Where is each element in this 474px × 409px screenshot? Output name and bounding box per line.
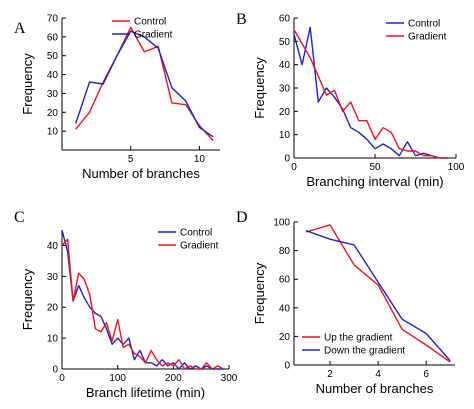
x-tick-label-d: 2 (327, 369, 333, 380)
y-tick-label-c: 30 (47, 272, 59, 283)
y-tick-label-c: 10 (47, 334, 59, 345)
y-tick-label-b: 60 (279, 14, 291, 25)
y-tick-label-b: 30 (279, 84, 291, 95)
series-line-a-control (75, 26, 214, 142)
y-tick-label-d: 100 (273, 218, 290, 229)
x-tick-label-b: 0 (291, 162, 297, 173)
y-axis-label-b: Frequency (252, 57, 267, 119)
legend-label-d: Down the gradient (324, 346, 405, 357)
y-tick-label-d: 40 (279, 303, 291, 314)
legend-label-c: Control (180, 228, 212, 239)
y-axis-label-d: Frequency (252, 262, 267, 324)
x-tick-label-a: 5 (128, 154, 134, 165)
panel-c: C 0 10 20 30 40 0 100 200 300 Branch lifetime (min… (14, 209, 238, 400)
x-tick-label-a: 10 (194, 154, 206, 165)
y-tick-label-b: 20 (279, 107, 291, 118)
series-line-b-gradient (293, 29, 448, 159)
y-tick-label-a: 40 (47, 70, 59, 81)
y-tick-label-c: 20 (47, 303, 59, 314)
x-axis-label-b: Branching interval (min) (306, 174, 443, 189)
y-tick-label-c: 0 (52, 365, 58, 376)
x-tick-label-b: 100 (448, 162, 465, 173)
y-tick-label-b: 0 (284, 154, 290, 165)
y-tick-label-d: 80 (279, 246, 291, 257)
legend-a: Control Gradient (112, 17, 173, 41)
panel-letter-a: A (14, 20, 26, 37)
x-tick-label-b: 50 (369, 162, 381, 173)
legend-label-d: Up the gradient (324, 333, 393, 344)
y-tick-label-c: 40 (47, 241, 59, 252)
y-tick-label-d: 20 (279, 332, 291, 343)
series-line-a-gradient (75, 30, 214, 138)
legend-label-a: Control (134, 17, 166, 28)
legend-b: Control Gradient (386, 19, 447, 43)
y-tick-label-a: 70 (47, 14, 59, 25)
y-axis-label-c: Frequency (20, 268, 35, 330)
x-axis-label-c: Branch lifetime (min) (86, 385, 205, 400)
series-line-c-control (61, 229, 224, 370)
y-tick-label-a: 10 (47, 127, 59, 138)
legend-c: Control Gradient (158, 228, 219, 252)
x-tick-label-c: 200 (165, 373, 182, 384)
legend-label-b: Control (408, 19, 440, 30)
legend-d: Up the gradient Down the gradient (302, 333, 405, 357)
y-tick-label-a: 20 (47, 108, 59, 119)
y-tick-label-b: 40 (279, 60, 291, 71)
legend-label-b: Gradient (408, 32, 447, 43)
y-tick-label-a: 50 (47, 51, 59, 62)
series-line-d-down-the-gradient (305, 229, 451, 362)
panel-letter-c: C (14, 209, 25, 226)
x-axis-label-d: Number of branches (316, 381, 434, 396)
y-tick-label-b: 50 (279, 37, 291, 48)
x-tick-label-c: 100 (109, 373, 126, 384)
panel-letter-d: D (236, 209, 248, 226)
series-line-d-up-the-gradient (305, 224, 451, 363)
x-axis-label-a: Number of branches (82, 166, 200, 181)
y-tick-label-b: 10 (279, 130, 291, 141)
y-axis-label-a: Frequency (20, 53, 35, 115)
x-tick-label-d: 4 (375, 369, 381, 380)
y-tick-label-d: 0 (284, 361, 290, 372)
y-tick-label-a: 30 (47, 89, 59, 100)
legend-label-c: Gradient (180, 241, 219, 252)
series-line-c-gradient (61, 238, 224, 370)
series-line-b-control (293, 26, 448, 159)
x-tick-label-c: 300 (221, 373, 238, 384)
x-tick-label-c: 0 (59, 373, 65, 384)
panel-letter-b: B (236, 11, 247, 28)
x-tick-label-d: 6 (423, 369, 429, 380)
legend-label-a: Gradient (134, 30, 173, 41)
y-tick-label-a: 60 (47, 32, 59, 43)
y-tick-label-d: 60 (279, 275, 291, 286)
panel-b: B 0 10 20 30 40 50 60 0 50 100 Branching interval (… (236, 11, 465, 189)
